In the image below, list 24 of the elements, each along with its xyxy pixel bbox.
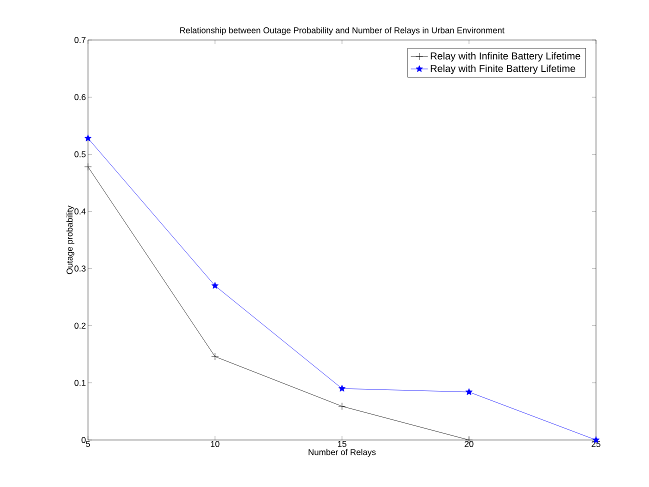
x-tick-label: 15 — [338, 441, 346, 447]
y-tick-label: 0.1 — [74, 380, 86, 386]
y-tick-label: 0.2 — [74, 322, 86, 329]
point — [338, 384, 346, 392]
x-tick-label: 5 — [86, 441, 90, 447]
point — [84, 134, 92, 142]
y-axis-title: Outage probability — [66, 206, 74, 274]
y-tick-label: 0.4 — [74, 208, 86, 214]
y-tick-label: 0.5 — [74, 151, 86, 158]
legend-label: Relay with Finite Battery Lifetime — [430, 64, 576, 74]
point — [211, 282, 219, 289]
point — [211, 352, 219, 360]
chart-title: Relationship between Outage Probability and Number of Relays in Urban Environment — [180, 27, 504, 35]
y-tick-label: 0 — [82, 436, 86, 444]
x-axis-title: Number of Relays — [308, 448, 376, 457]
point — [84, 163, 92, 171]
x-tick-label: 10 — [210, 441, 220, 448]
y-tick-label: 0.7 — [74, 36, 86, 44]
y-tick-label: 0.6 — [74, 94, 86, 100]
point — [465, 388, 473, 396]
y-tick-label: 0.3 — [74, 266, 86, 272]
legend-label: Relay with Infinite Battery Lifetime — [430, 52, 580, 62]
x-tick-label: 20 — [464, 441, 474, 448]
point — [338, 402, 346, 410]
